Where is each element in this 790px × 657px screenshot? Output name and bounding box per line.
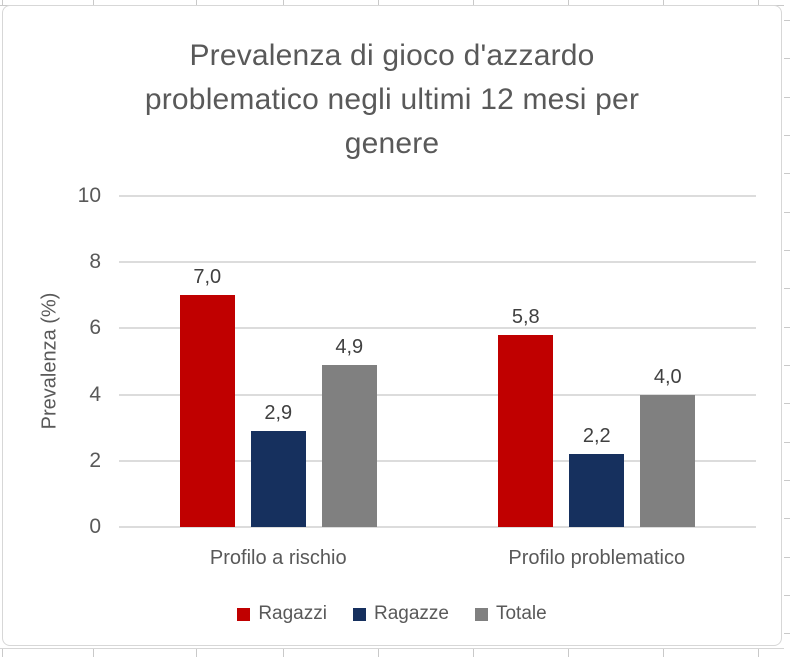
legend-swatch-icon-ragazzi — [237, 607, 251, 621]
gridline-0 — [119, 526, 756, 528]
bar-wrap-ragazze-profilo-problematico: 2,2 — [569, 425, 625, 527]
sheet-row-border — [784, 135, 790, 136]
sheet-row-border — [784, 595, 790, 596]
y-tick-label-4: 4 — [89, 382, 101, 406]
sheet-row-border — [784, 557, 790, 558]
sheet-column-border — [473, 649, 474, 657]
legend-item-ragazze[interactable]: Ragazze — [352, 603, 449, 625]
sheet-row-border — [784, 20, 790, 21]
sheet-row-border — [784, 288, 790, 289]
sheet-column-border — [758, 0, 759, 5]
chart-title-line-1: Prevalenza di gioco d'azzardo — [189, 39, 595, 72]
y-tick-label-10: 10 — [77, 184, 101, 207]
bar-value-label-ragazzi-profilo-a-rischio: 7,0 — [193, 266, 222, 288]
legend-label-ragazze: Ragazze — [373, 603, 449, 624]
gridline-6 — [119, 327, 756, 330]
gridline-10 — [119, 195, 756, 197]
bar-value-label-ragazze-profilo-a-rischio: 2,9 — [264, 402, 293, 424]
sheet-row-border — [784, 365, 790, 366]
sheet-column-border — [473, 0, 474, 5]
bar-ragazze-profilo-a-rischio[interactable] — [250, 431, 306, 527]
y-tick-label-8: 8 — [89, 250, 101, 274]
sheet-column-border — [663, 0, 664, 5]
sheet-column-border — [568, 649, 569, 657]
sheet-column-border — [2, 0, 3, 5]
sheet-column-border — [2, 649, 3, 657]
sheet-column-border — [283, 649, 284, 657]
sheet-row-border — [784, 403, 790, 404]
bar-value-label-ragazze-profilo-problematico: 2,2 — [582, 425, 611, 447]
y-tick-label-0: 0 — [89, 515, 101, 538]
sheet-column-border — [93, 0, 94, 5]
gridline-4 — [119, 393, 756, 396]
legend-item-totale[interactable]: Totale — [474, 603, 547, 625]
sheet-column-border — [568, 0, 569, 5]
y-tick-label-6: 6 — [89, 316, 101, 340]
x-axis-category-labels: Profilo a rischio Profilo problematico — [119, 547, 756, 570]
bar-value-label-totale-profilo-problematico: 4,0 — [653, 366, 682, 388]
chart-title[interactable]: Prevalenza di gioco d'azzardo problemati… — [3, 34, 781, 166]
y-tick-label-2: 2 — [89, 448, 101, 472]
sheet-row-border — [784, 327, 790, 328]
bar-groups: 7,0 2,9 4,9 5,8 2,2 4,0 — [119, 196, 756, 527]
sheet-row-border — [784, 480, 790, 481]
sheet-column-border — [663, 649, 664, 657]
sheet-row-border — [784, 173, 790, 174]
sheet-column-border — [196, 649, 197, 657]
category-label-profilo-a-rischio: Profilo a rischio — [209, 547, 347, 569]
sheet-row-border — [784, 442, 790, 443]
bar-ragazzi-profilo-a-rischio[interactable] — [179, 295, 235, 527]
chart-title-line-3: genere — [344, 127, 440, 160]
bar-totale-profilo-problematico[interactable] — [640, 395, 696, 527]
sheet-column-border — [378, 649, 379, 657]
legend-swatch-icon-ragazze — [352, 607, 366, 621]
bar-wrap-ragazzi-profilo-a-rischio: 7,0 — [179, 266, 235, 527]
sheet-column-border — [283, 0, 284, 5]
bar-wrap-totale-profilo-problematico: 4,0 — [640, 366, 696, 527]
bar-value-label-ragazzi-profilo-problematico: 5,8 — [511, 306, 540, 328]
bar-group-profilo-a-rischio: 7,0 2,9 4,9 — [119, 196, 438, 527]
bar-ragazze-profilo-problematico[interactable] — [569, 454, 625, 527]
plot-area: 7,0 2,9 4,9 5,8 2,2 4,0 — [119, 195, 756, 528]
sheet-column-border — [196, 0, 197, 5]
bar-wrap-ragazzi-profilo-problematico: 5,8 — [498, 306, 554, 527]
sheet-column-border — [93, 649, 94, 657]
sheet-row-border — [784, 97, 790, 98]
chart-title-line-2: problematico negli ultimi 12 mesi per — [144, 83, 640, 116]
sheet-column-border — [758, 649, 759, 657]
sheet-row-border — [784, 518, 790, 519]
bar-group-profilo-problematico: 5,8 2,2 4,0 — [438, 196, 757, 527]
y-axis-title-text: Prevalenza (%) — [38, 292, 61, 430]
legend-label-ragazzi: Ragazzi — [258, 603, 327, 624]
bar-ragazzi-profilo-problematico[interactable] — [498, 335, 554, 527]
chart-frame[interactable]: Prevalenza di gioco d'azzardo problemati… — [2, 5, 782, 646]
bar-wrap-totale-profilo-a-rischio: 4,9 — [321, 336, 377, 527]
spreadsheet-bottom-row[interactable] — [0, 648, 790, 657]
bar-totale-profilo-a-rischio[interactable] — [321, 365, 377, 527]
legend-swatch-icon-totale — [474, 607, 488, 621]
gridline-8 — [119, 261, 756, 264]
bar-wrap-ragazze-profilo-a-rischio: 2,9 — [250, 402, 306, 527]
sheet-row-border — [784, 58, 790, 59]
legend-item-ragazzi[interactable]: Ragazzi — [237, 603, 327, 625]
sheet-column-border — [378, 0, 379, 5]
sheet-row-border — [784, 250, 790, 251]
sheet-row-border — [784, 633, 790, 634]
legend-label-totale: Totale — [495, 603, 547, 624]
bar-value-label-totale-profilo-a-rischio: 4,9 — [335, 336, 364, 358]
gridline-2 — [119, 459, 756, 462]
sheet-row-border — [784, 212, 790, 213]
chart-legend: Ragazzi Ragazze Totale — [3, 603, 781, 625]
category-label-profilo-problematico: Profilo problematico — [508, 547, 686, 569]
spreadsheet-right-column[interactable] — [784, 0, 790, 656]
